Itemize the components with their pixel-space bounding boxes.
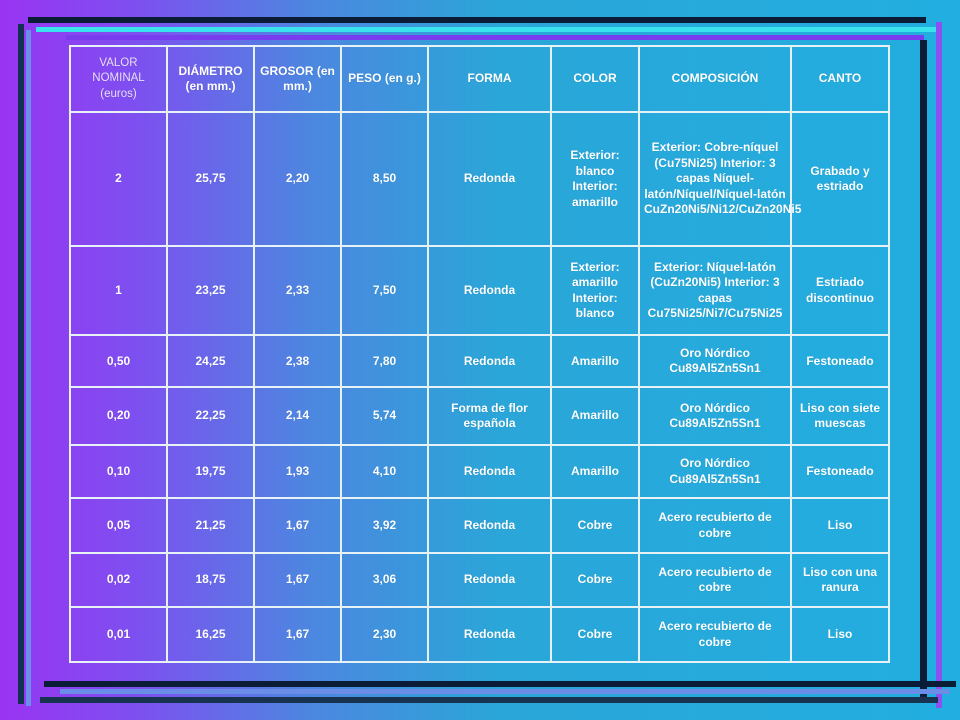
cell-canto: Grabado y estriado (790, 110, 890, 248)
decorative-bar-left-dark (18, 24, 24, 704)
cell-peso: 7,80 (340, 334, 429, 389)
table-row: 0,20 22,25 2,14 5,74 Forma de flor españ… (69, 386, 890, 446)
table-row: 0,05 21,25 1,67 3,92 Redonda Cobre Acero… (69, 497, 890, 554)
cell-canto: Festoneado (790, 334, 890, 389)
cell-composicion: Oro Nórdico Cu89Al5Zn5Sn1 (638, 443, 792, 500)
column-header-valor-nominal: VALOR NOMINAL (euros) (69, 45, 168, 113)
cell-grosor: 1,93 (253, 443, 342, 500)
cell-peso: 7,50 (340, 245, 429, 337)
cell-diametro: 19,75 (166, 443, 255, 500)
decorative-bar-left-violet (34, 34, 38, 704)
cell-forma: Redonda (427, 110, 552, 248)
decorative-bar-top-violet (66, 35, 924, 40)
cell-valor: 2 (69, 110, 168, 248)
cell-color: Exterior: blanco Interior: amarillo (550, 110, 640, 248)
table-row: 0,02 18,75 1,67 3,06 Redonda Cobre Acero… (69, 551, 890, 609)
column-header-forma: FORMA (427, 45, 552, 113)
cell-diametro: 22,25 (166, 386, 255, 446)
decorative-bar-right-violet (936, 22, 942, 708)
cell-grosor: 1,67 (253, 606, 342, 663)
cell-diametro: 16,25 (166, 606, 255, 663)
cell-valor: 0,01 (69, 606, 168, 663)
decorative-bar-bottom-dark (44, 681, 956, 687)
column-header-grosor: GROSOR (en mm.) (253, 45, 342, 113)
decorative-bar-bottom-blue (60, 689, 950, 694)
cell-peso: 5,74 (340, 386, 429, 446)
decorative-bar-top-dark (28, 17, 926, 23)
cell-valor: 0,20 (69, 386, 168, 446)
cell-forma: Redonda (427, 497, 552, 554)
cell-color: Cobre (550, 497, 640, 554)
cell-forma: Redonda (427, 443, 552, 500)
cell-canto: Liso (790, 606, 890, 663)
cell-grosor: 1,67 (253, 551, 342, 609)
cell-peso: 3,06 (340, 551, 429, 609)
decorative-bar-top-cyan (36, 27, 940, 32)
cell-valor: 0,02 (69, 551, 168, 609)
cell-canto: Liso con una ranura (790, 551, 890, 609)
cell-diametro: 25,75 (166, 110, 255, 248)
cell-forma: Redonda (427, 334, 552, 389)
table-row: 1 23,25 2,33 7,50 Redonda Exterior: amar… (69, 245, 890, 337)
cell-grosor: 2,38 (253, 334, 342, 389)
cell-composicion: Exterior: Níquel-latón (CuZn20Ni5) Inter… (638, 245, 792, 337)
cell-canto: Liso (790, 497, 890, 554)
column-header-composicion: COMPOSICIÓN (638, 45, 792, 113)
cell-composicion: Acero recubierto de cobre (638, 606, 792, 663)
cell-color: Cobre (550, 606, 640, 663)
euro-coins-table: VALOR NOMINAL (euros) DIÁMETRO (en mm.) … (69, 45, 890, 663)
cell-valor: 1 (69, 245, 168, 337)
column-header-peso: PESO (en g.) (340, 45, 429, 113)
cell-color: Amarillo (550, 443, 640, 500)
cell-composicion: Oro Nórdico Cu89Al5Zn5Sn1 (638, 386, 792, 446)
cell-canto: Festoneado (790, 443, 890, 500)
cell-valor: 0,10 (69, 443, 168, 500)
cell-color: Amarillo (550, 334, 640, 389)
column-header-diametro: DIÁMETRO (en mm.) (166, 45, 255, 113)
cell-peso: 4,10 (340, 443, 429, 500)
cell-diametro: 18,75 (166, 551, 255, 609)
cell-valor: 0,05 (69, 497, 168, 554)
cell-diametro: 23,25 (166, 245, 255, 337)
table-row: 0,01 16,25 1,67 2,30 Redonda Cobre Acero… (69, 606, 890, 663)
cell-composicion: Oro Nórdico Cu89Al5Zn5Sn1 (638, 334, 792, 389)
cell-grosor: 2,14 (253, 386, 342, 446)
cell-diametro: 24,25 (166, 334, 255, 389)
cell-forma: Redonda (427, 245, 552, 337)
table-row: 0,50 24,25 2,38 7,80 Redonda Amarillo Or… (69, 334, 890, 389)
column-header-color: COLOR (550, 45, 640, 113)
decorative-bar-right-dark (920, 40, 927, 700)
cell-canto: Liso con siete muescas (790, 386, 890, 446)
column-header-canto: CANTO (790, 45, 890, 113)
cell-color: Amarillo (550, 386, 640, 446)
cell-grosor: 1,67 (253, 497, 342, 554)
decorative-bar-left-blue (26, 30, 31, 706)
cell-composicion: Exterior: Cobre-níquel (Cu75Ni25) Interi… (638, 110, 801, 248)
cell-composicion: Acero recubierto de cobre (638, 497, 792, 554)
cell-diametro: 21,25 (166, 497, 255, 554)
table-row: 0,10 19,75 1,93 4,10 Redonda Amarillo Or… (69, 443, 890, 500)
cell-composicion: Acero recubierto de cobre (638, 551, 792, 609)
table-header-row: VALOR NOMINAL (euros) DIÁMETRO (en mm.) … (69, 45, 890, 113)
cell-color: Cobre (550, 551, 640, 609)
cell-grosor: 2,20 (253, 110, 342, 248)
cell-forma: Forma de flor española (427, 386, 552, 446)
cell-peso: 2,30 (340, 606, 429, 663)
decorative-bar-bottom-dark-2 (40, 697, 938, 703)
cell-peso: 8,50 (340, 110, 429, 248)
table-row: 2 25,75 2,20 8,50 Redonda Exterior: blan… (69, 110, 890, 248)
cell-forma: Redonda (427, 606, 552, 663)
cell-valor: 0,50 (69, 334, 168, 389)
cell-color: Exterior: amarillo Interior: blanco (550, 245, 640, 337)
cell-grosor: 2,33 (253, 245, 342, 337)
cell-peso: 3,92 (340, 497, 429, 554)
cell-forma: Redonda (427, 551, 552, 609)
cell-canto: Estriado discontinuo (790, 245, 890, 337)
